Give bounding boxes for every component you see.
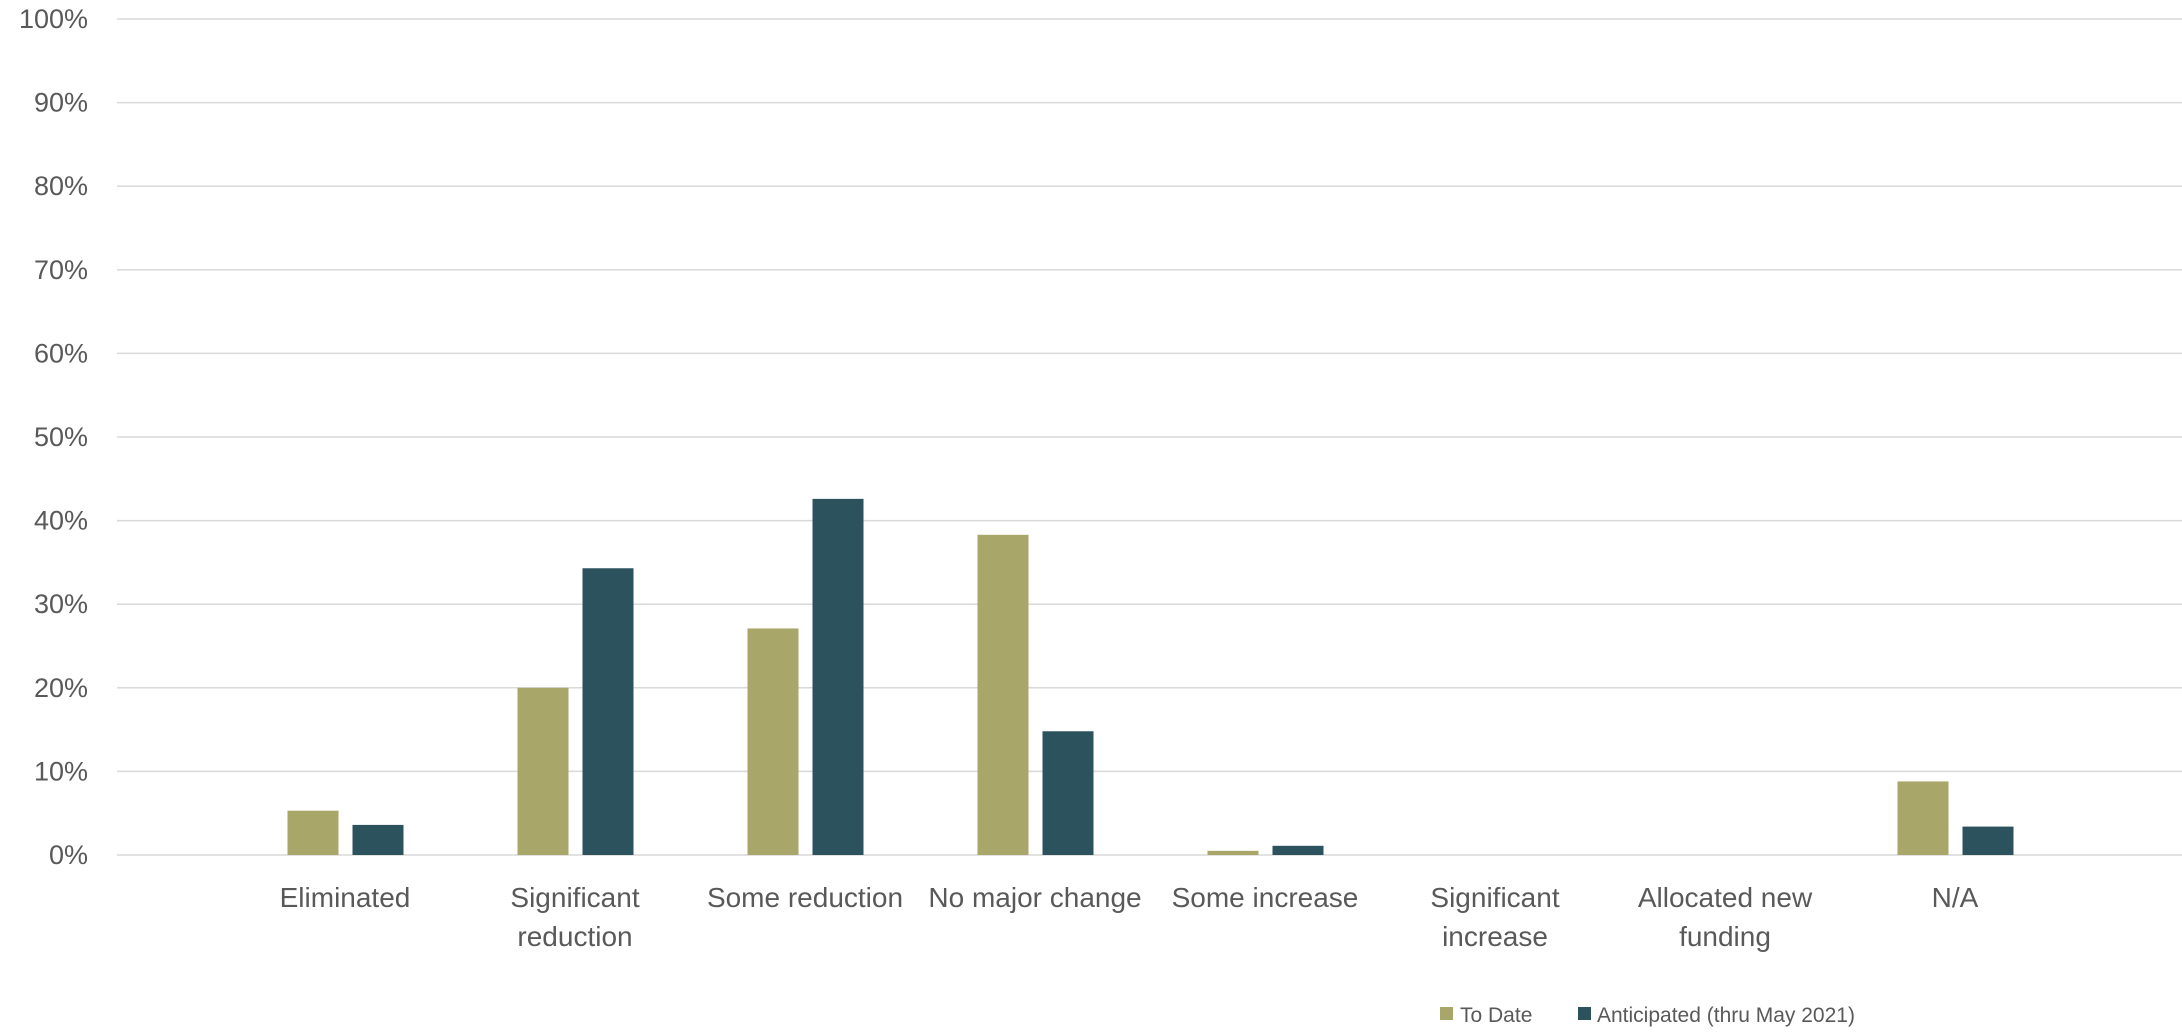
category-label: Allocated new <box>1638 882 1813 913</box>
legend-label: Anticipated (thru May 2021) <box>1597 1004 1855 1027</box>
y-tick-label: 90% <box>34 88 88 118</box>
category-label: Significant <box>510 882 639 913</box>
y-tick-label: 50% <box>34 422 88 452</box>
category-label: reduction <box>517 921 632 952</box>
bar-to-date <box>747 628 799 855</box>
y-tick-label: 30% <box>34 589 88 619</box>
bar-anticipated <box>812 498 864 855</box>
category-label: Some increase <box>1172 882 1359 913</box>
legend-label: To Date <box>1460 1004 1532 1027</box>
category-label: N/A <box>1932 882 1979 913</box>
bar-to-date <box>1207 850 1259 855</box>
category-label: increase <box>1442 921 1548 952</box>
bar-to-date <box>1897 781 1949 855</box>
category-label: Significant <box>1430 882 1559 913</box>
category-label: No major change <box>928 882 1141 913</box>
category-label: Some reduction <box>707 882 903 913</box>
category-label: Eliminated <box>280 882 411 913</box>
bar-anticipated <box>1272 845 1324 855</box>
y-tick-label: 0% <box>49 840 88 870</box>
bar-to-date <box>517 687 569 855</box>
bar-anticipated <box>352 824 404 855</box>
y-tick-label: 80% <box>34 171 88 201</box>
y-tick-label: 100% <box>19 4 88 34</box>
legend-swatch <box>1578 1007 1591 1020</box>
category-label: funding <box>1679 921 1771 952</box>
legend-swatch <box>1440 1007 1453 1020</box>
bar-anticipated <box>1962 826 2014 855</box>
y-tick-label: 60% <box>34 338 88 368</box>
bar-to-date <box>977 534 1029 855</box>
bar-anticipated <box>1042 731 1094 855</box>
bar-to-date <box>287 810 339 855</box>
y-tick-label: 20% <box>34 673 88 703</box>
y-tick-label: 70% <box>34 255 88 285</box>
y-tick-label: 40% <box>34 506 88 536</box>
y-tick-label: 10% <box>34 756 88 786</box>
bar-anticipated <box>582 568 634 855</box>
